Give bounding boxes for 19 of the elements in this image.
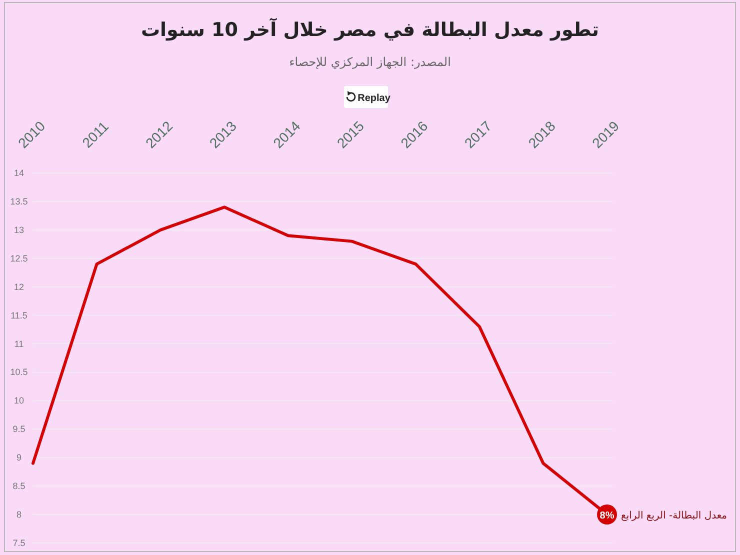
chart-subtitle: المصدر: الجهاز المركزي للإحصاء <box>289 55 451 69</box>
y-tick-label: 8 <box>16 510 22 520</box>
y-tick-label: 12 <box>14 282 24 292</box>
data-label: 8% <box>600 510 614 522</box>
text: Replay <box>358 93 391 104</box>
y-tick-label: 9 <box>16 452 22 463</box>
y-tick-label: 13 <box>14 224 24 235</box>
series-label: معدل البطالة- الربع الرابع <box>621 510 728 522</box>
y-tick-label: 11.5 <box>10 310 28 320</box>
chart-title: تطور معدل البطالة في مصر خلال آخر 10 سنوات <box>140 17 600 41</box>
y-tick-label: 10.5 <box>10 367 28 378</box>
y-tick-label: 8.5 <box>12 481 26 492</box>
y-tick-label: 10 <box>14 396 24 406</box>
y-tick-label: 14 <box>14 168 24 178</box>
y-tick-label: 7.5 <box>12 538 26 548</box>
y-tick-label: 13.5 <box>10 196 28 206</box>
y-tick-label: 11 <box>14 338 24 349</box>
y-tick-label: 9.5 <box>12 424 26 434</box>
y-tick-label: 12.5 <box>10 253 28 264</box>
